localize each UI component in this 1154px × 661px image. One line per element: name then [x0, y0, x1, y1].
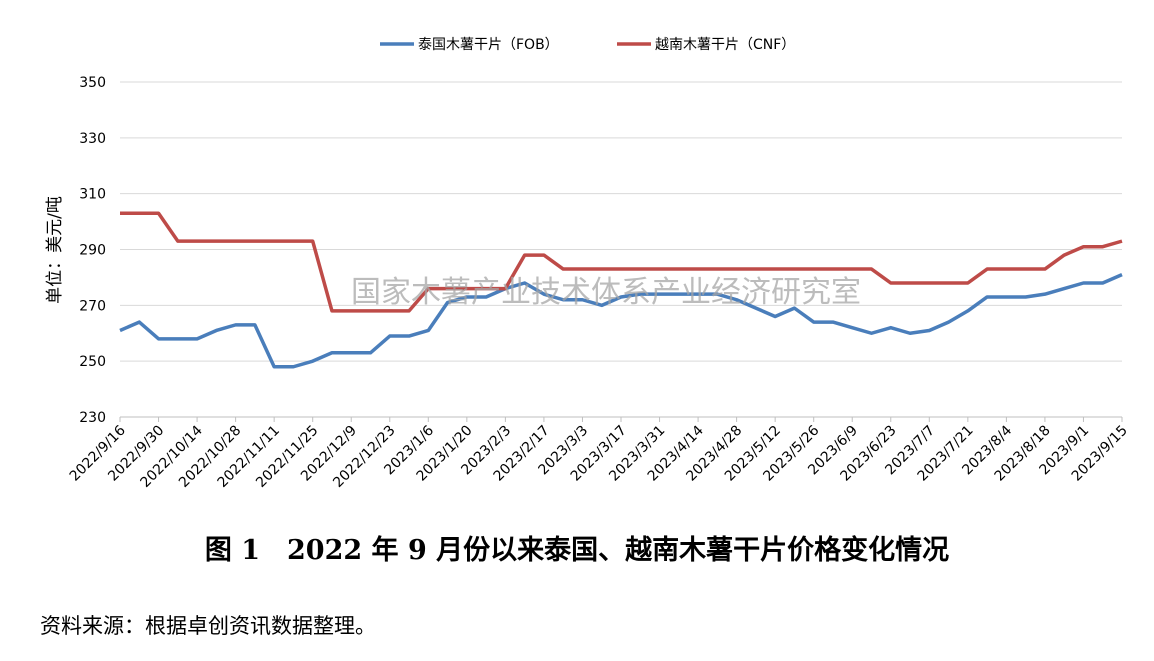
y-axis-label: 单位：美元/吨 [45, 196, 65, 304]
y-tick-label: 290 [79, 243, 106, 259]
legend-label: 泰国木薯干片（FOB） [418, 37, 559, 53]
legend-label: 越南木薯干片（CNF） [655, 37, 795, 53]
series-line [120, 211, 1123, 313]
watermark: 国家木薯产业技术体系产业经济研究室 [351, 275, 861, 310]
y-tick-label: 250 [79, 354, 106, 370]
y-tick-label: 330 [79, 131, 106, 147]
y-tick-label: 310 [79, 187, 106, 203]
source: 资料来源：根据卓创资讯数据整理。 [40, 614, 376, 638]
y-tick-label: 270 [79, 298, 106, 314]
y-tick-label: 350 [79, 75, 106, 91]
y-tick-label: 230 [79, 410, 106, 426]
caption: 图 1 2022 年 9 月份以来泰国、越南木薯干片价格变化情况 [204, 535, 950, 566]
chart: 单位：美元/吨 2302502702903103303502022/9/1620… [45, 37, 1131, 491]
series-line [119, 273, 1123, 369]
